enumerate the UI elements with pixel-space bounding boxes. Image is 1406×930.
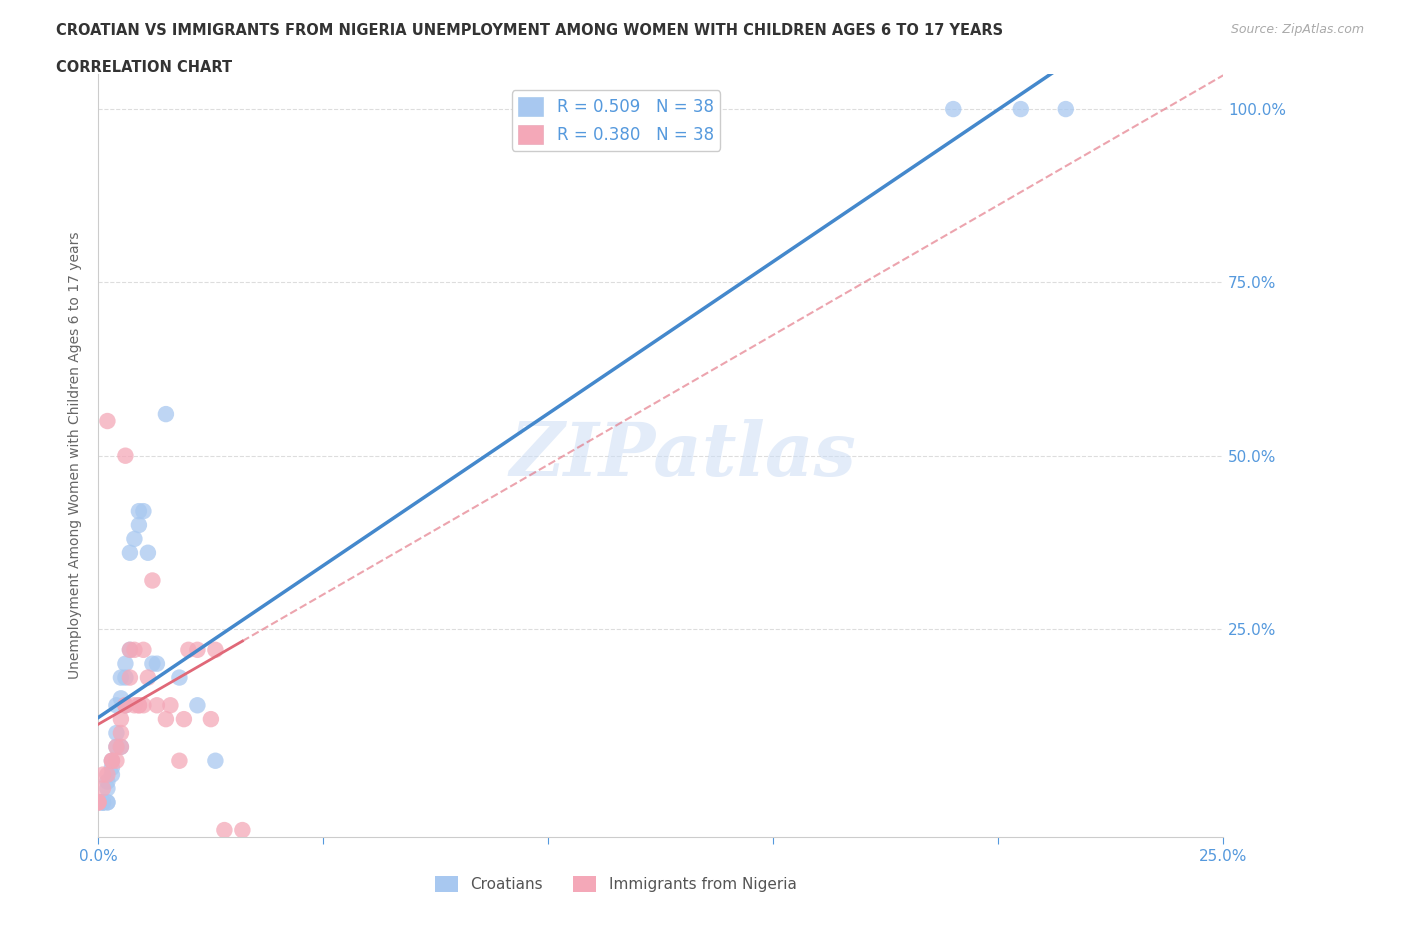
Point (96, 774, 118, 789)
Point (124, 698, 146, 712)
Point (118, 545, 141, 560)
Point (105, 698, 128, 712)
Point (124, 643, 146, 658)
Point (136, 671, 159, 685)
Point (114, 657, 136, 671)
Point (101, 753, 124, 768)
Point (177, 643, 200, 658)
Point (173, 711, 195, 726)
Point (942, 101, 965, 116)
Point (110, 711, 132, 726)
Point (91, 795, 114, 810)
Point (231, 823, 253, 838)
Point (128, 518, 150, 533)
Point (91, 795, 114, 810)
Y-axis label: Unemployment Among Women with Children Ages 6 to 17 years: Unemployment Among Women with Children A… (69, 232, 83, 680)
Point (110, 739, 132, 754)
Point (87, 795, 110, 810)
Point (128, 698, 150, 712)
Point (110, 691, 132, 706)
Point (128, 504, 150, 519)
Text: CORRELATION CHART: CORRELATION CHART (56, 60, 232, 75)
Point (114, 698, 136, 712)
Point (101, 753, 124, 768)
Point (87, 795, 110, 810)
Point (105, 739, 128, 754)
Point (110, 671, 132, 685)
Point (204, 643, 226, 658)
Point (91, 767, 114, 782)
Point (96, 795, 118, 810)
Point (146, 657, 169, 671)
Point (169, 671, 191, 685)
Point (200, 711, 222, 726)
Point (114, 698, 136, 712)
Point (146, 698, 169, 712)
Point (124, 531, 146, 546)
Point (87, 795, 110, 810)
Point (141, 657, 163, 671)
Point (96, 781, 118, 796)
Point (87, 795, 110, 810)
Point (1010, 101, 1032, 116)
Text: Source: ZipAtlas.com: Source: ZipAtlas.com (1230, 23, 1364, 36)
Point (101, 760, 124, 775)
Point (105, 725, 128, 740)
Point (186, 698, 208, 712)
Point (1054, 101, 1077, 116)
Point (114, 448, 136, 463)
Point (132, 698, 155, 712)
Point (128, 698, 150, 712)
Point (110, 725, 132, 740)
Point (132, 504, 155, 519)
Point (114, 671, 136, 685)
Point (96, 795, 118, 810)
Point (101, 767, 124, 782)
Point (132, 643, 155, 658)
Point (214, 823, 236, 838)
Legend: Croatians, Immigrants from Nigeria: Croatians, Immigrants from Nigeria (429, 870, 803, 898)
Point (105, 753, 128, 768)
Point (118, 671, 141, 685)
Point (101, 753, 124, 768)
Text: ZIPatlas: ZIPatlas (510, 419, 856, 492)
Point (96, 414, 118, 429)
Point (96, 767, 118, 782)
Point (141, 573, 163, 588)
Point (110, 739, 132, 754)
Point (114, 698, 136, 712)
Point (155, 711, 177, 726)
Point (91, 781, 114, 796)
Point (204, 753, 226, 768)
Point (159, 698, 181, 712)
Point (155, 406, 177, 421)
Point (136, 545, 159, 560)
Point (118, 643, 141, 658)
Point (91, 795, 114, 810)
Point (118, 643, 141, 658)
Text: CROATIAN VS IMMIGRANTS FROM NIGERIA UNEMPLOYMENT AMONG WOMEN WITH CHILDREN AGES : CROATIAN VS IMMIGRANTS FROM NIGERIA UNEM… (56, 23, 1004, 38)
Point (91, 795, 114, 810)
Point (87, 795, 110, 810)
Point (169, 753, 191, 768)
Point (186, 643, 208, 658)
Point (105, 739, 128, 754)
